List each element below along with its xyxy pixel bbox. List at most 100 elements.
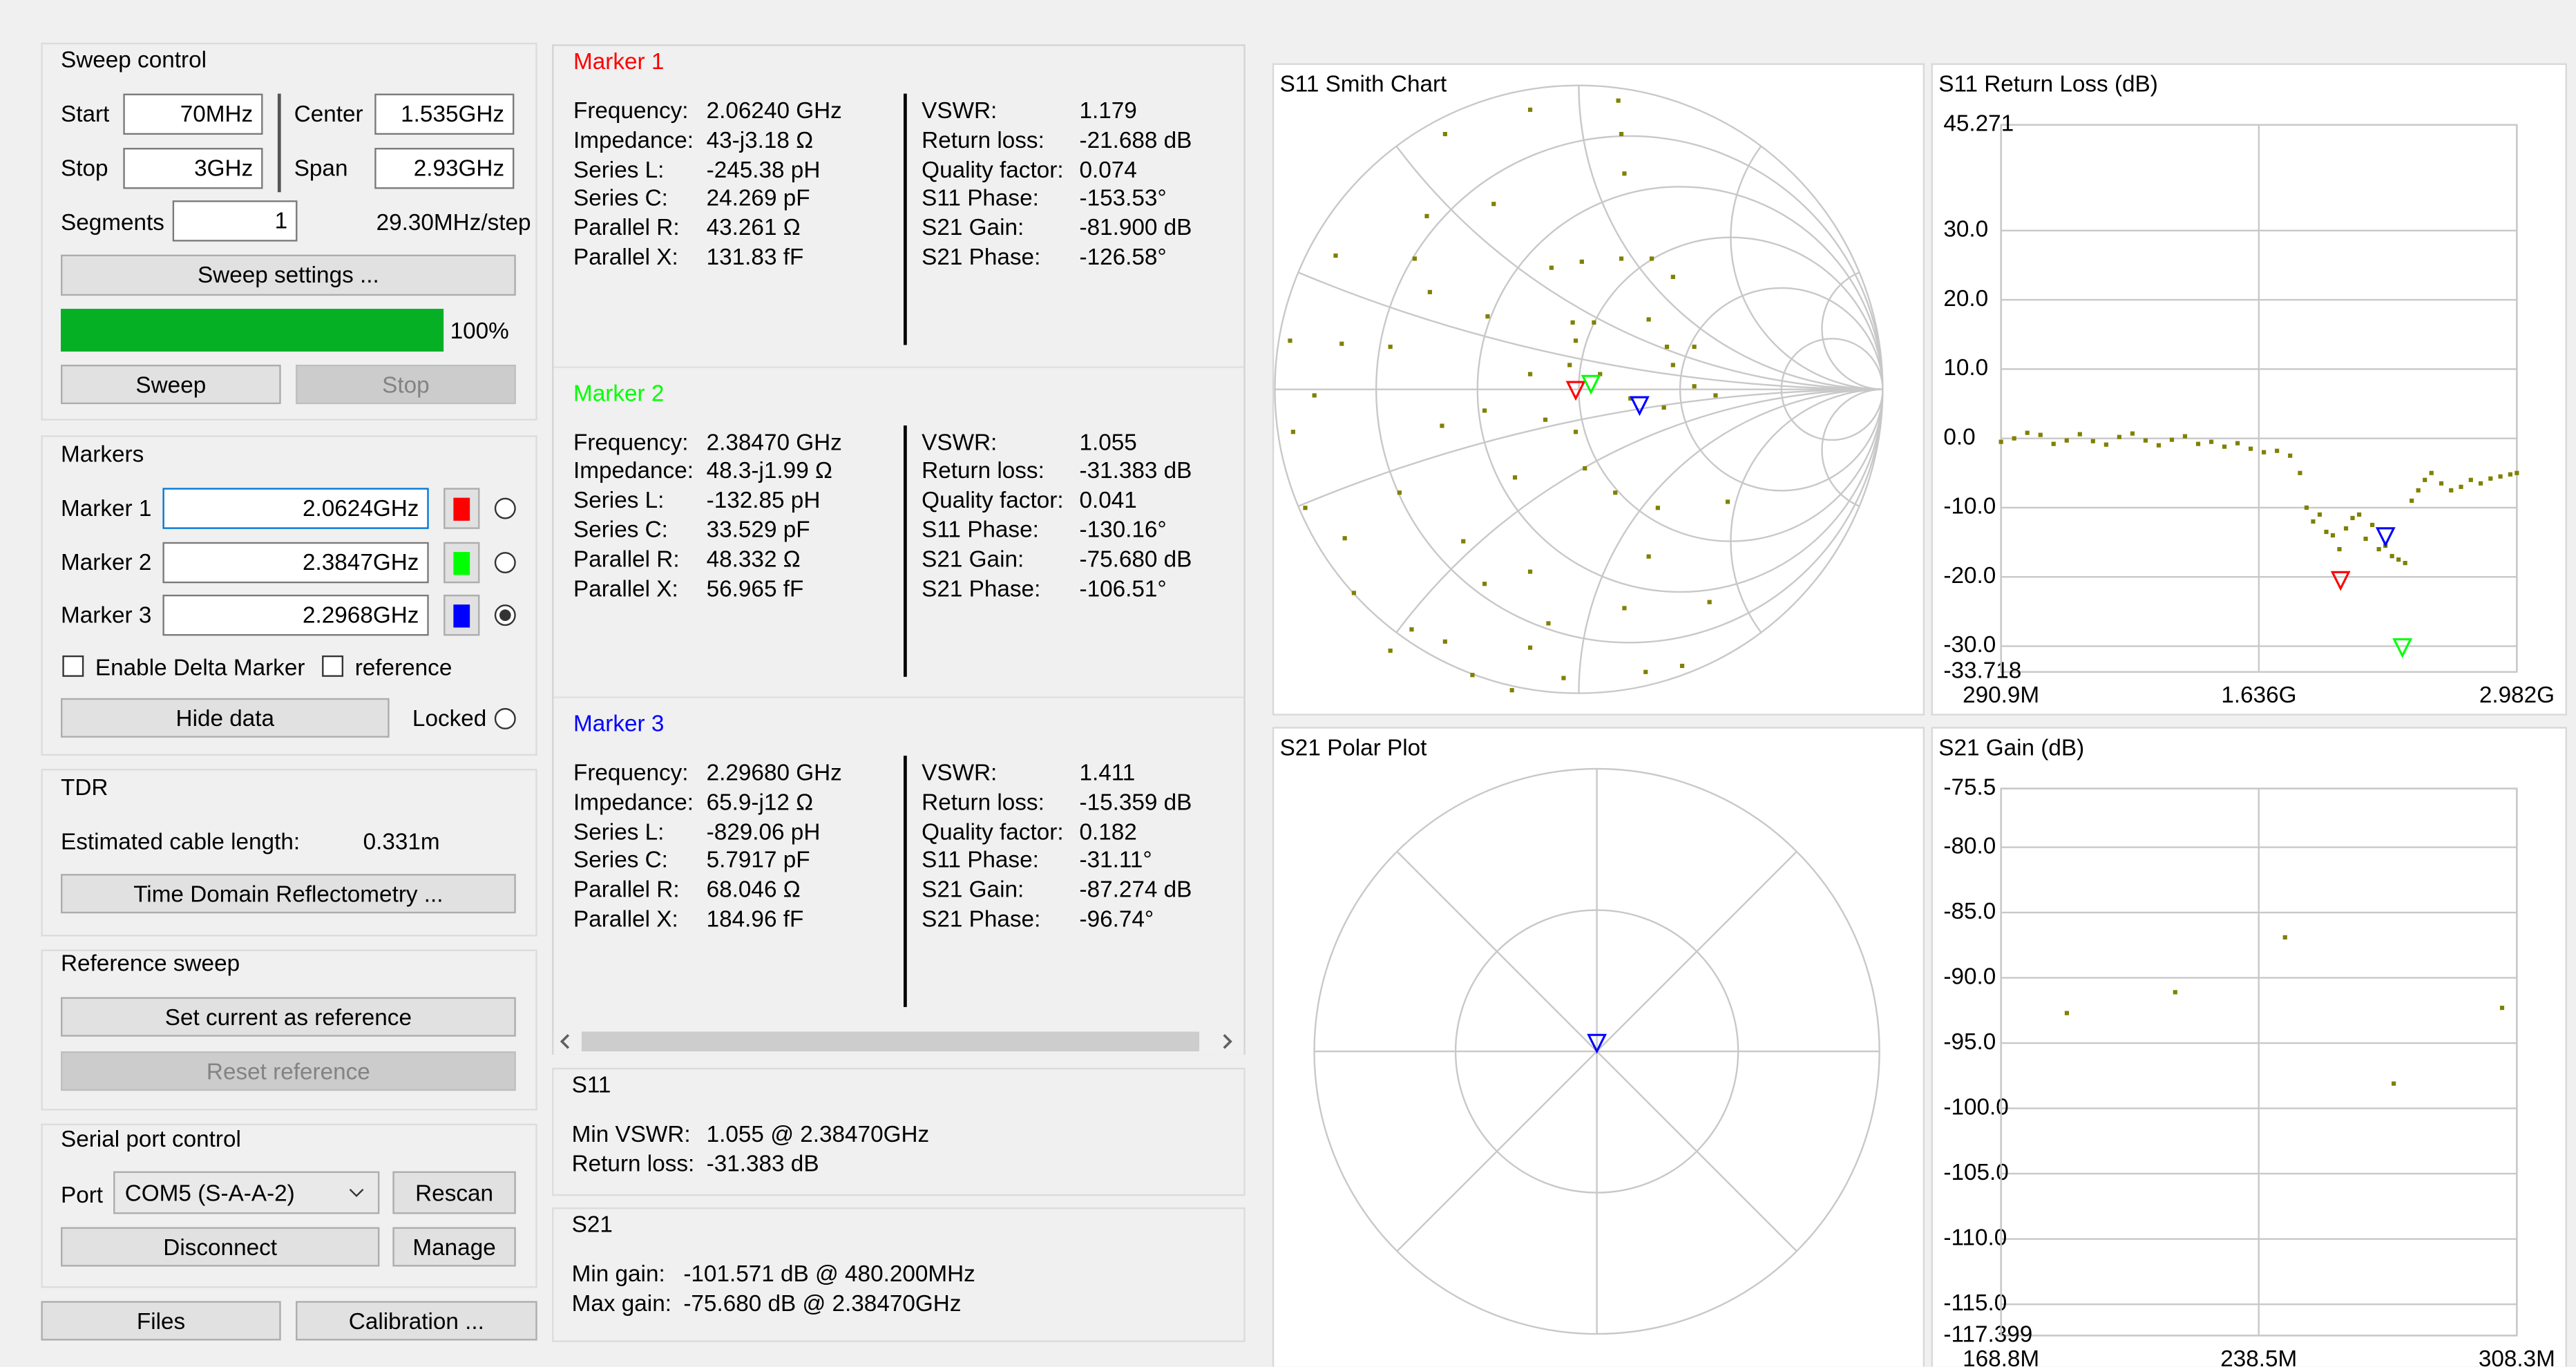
y-tick-label: -115.0 [1943, 1290, 2007, 1316]
input-field[interactable]: 3GHz [123, 148, 263, 189]
label: Enable Delta Marker [95, 653, 305, 680]
button[interactable]: Hide data [60, 698, 390, 738]
data-point [1549, 265, 1554, 270]
value: -15.359 dB [1079, 788, 1192, 815]
value: 1.179 [1079, 97, 1137, 124]
data-point [1509, 688, 1514, 693]
data-point [1424, 213, 1429, 218]
label: Return loss: [571, 1149, 695, 1176]
data-point [2222, 444, 2227, 449]
data-point [2249, 446, 2253, 451]
value: -101.571 dB @ 480.200MHz [683, 1260, 975, 1287]
marker-triangle [2392, 638, 2413, 658]
data-point [1512, 475, 1518, 480]
checkbox[interactable] [322, 655, 344, 677]
button[interactable]: Sweep settings ... [60, 254, 516, 296]
button[interactable]: Files [41, 1301, 281, 1341]
scroll-arrow [560, 1034, 570, 1049]
data-point [2410, 498, 2414, 503]
data-point [1622, 606, 1627, 611]
marker-color [453, 497, 470, 521]
label: Return loss: [922, 457, 1044, 484]
y-tick-label: -20.0 [1943, 563, 1996, 589]
data-point [2064, 1011, 2070, 1015]
value: -153.53° [1079, 184, 1167, 211]
button[interactable]: Rescan [392, 1171, 516, 1214]
label: S21 Phase: [922, 905, 1041, 932]
label: Series C: [573, 184, 668, 211]
label: Quality factor: [922, 155, 1064, 182]
label: S21 Gain: [922, 876, 1024, 903]
separator [277, 93, 281, 193]
data-point [2143, 438, 2148, 443]
y-tick-label: -75.5 [1943, 774, 1996, 800]
input-field[interactable]: 2.3847GHz [162, 541, 429, 583]
reactance-arc [1821, 267, 1883, 390]
label: Return loss: [922, 126, 1044, 153]
label: Quality factor: [922, 817, 1064, 844]
input-field[interactable]: 1.535GHz [374, 93, 515, 135]
radio-button[interactable] [494, 497, 516, 519]
input-field[interactable]: 70MHz [123, 93, 263, 135]
y-tick-label: -117.399 [1943, 1321, 2032, 1347]
chart-panel [1931, 63, 2567, 716]
input-field[interactable]: 2.2968GHz [162, 594, 429, 636]
y-tick-label: -90.0 [1943, 964, 1996, 989]
input-field[interactable]: 1 [172, 200, 298, 242]
label: S21 Gain: [922, 213, 1024, 240]
value: 48.3-j1.99 Ω [706, 457, 832, 484]
radio-button[interactable] [494, 708, 516, 729]
data-point [1622, 171, 1627, 176]
data-point [1646, 554, 1651, 559]
scrollbar-thumb[interactable] [581, 1031, 1200, 1052]
label: Segments [60, 209, 164, 236]
value: -31.383 dB [706, 1149, 819, 1176]
data-point [2282, 935, 2287, 940]
button: Stop [296, 364, 516, 405]
radio-dot [499, 609, 511, 621]
data-point [1485, 314, 1490, 319]
label: Impedance: [573, 788, 694, 815]
button[interactable]: Set current as reference [60, 997, 516, 1037]
data-point [2169, 437, 2175, 442]
value: 5.7917 pF [706, 846, 810, 873]
marker-triangle [2375, 527, 2396, 548]
button[interactable]: Calibration ... [296, 1301, 537, 1341]
label: Series C: [573, 515, 668, 542]
data-point [2182, 434, 2188, 439]
button: Reset reference [60, 1051, 516, 1091]
input-field[interactable]: 2.0624GHz [162, 488, 429, 529]
label: S11 Phase: [922, 515, 1039, 542]
combo-box[interactable]: COM5 (S-A-A-2) [113, 1171, 380, 1214]
data-point [1527, 645, 1533, 650]
data-point [1670, 363, 1675, 367]
value: 0.074 [1079, 155, 1137, 182]
data-point [2478, 481, 2483, 486]
value: 43.261 Ω [706, 213, 801, 240]
y-tick-label: -110.0 [1943, 1225, 2007, 1250]
value: -132.85 pH [706, 486, 821, 513]
value: -126.58° [1079, 242, 1167, 270]
data-point [2195, 441, 2201, 446]
label: Marker 2 [60, 548, 152, 575]
input-field[interactable]: 2.93GHz [374, 148, 515, 189]
button[interactable]: Sweep [60, 364, 281, 405]
data-point [2103, 442, 2108, 447]
data-point [2429, 470, 2434, 475]
data-point [1351, 591, 1356, 595]
value: 65.9-j12 Ω [706, 788, 814, 815]
group-box [552, 1067, 1246, 1196]
button[interactable]: Manage [392, 1227, 516, 1267]
checkbox[interactable] [62, 655, 84, 677]
button[interactable]: Disconnect [60, 1227, 380, 1267]
chart-title: S21 Polar Plot [1280, 735, 1427, 761]
radio-button[interactable] [494, 551, 516, 573]
data-point [2498, 474, 2503, 479]
data-point [1409, 627, 1414, 632]
data-point [2298, 470, 2302, 475]
group-title: S11 [571, 1071, 611, 1098]
data-point [2499, 1005, 2505, 1011]
chart-title: S11 Smith Chart [1280, 71, 1447, 97]
button[interactable]: Time Domain Reflectometry ... [60, 874, 516, 914]
